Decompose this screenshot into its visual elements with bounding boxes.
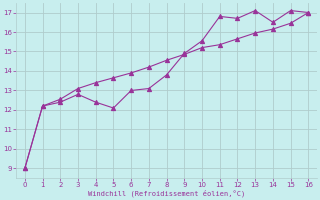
X-axis label: Windchill (Refroidissement éolien,°C): Windchill (Refroidissement éolien,°C) bbox=[88, 190, 245, 197]
